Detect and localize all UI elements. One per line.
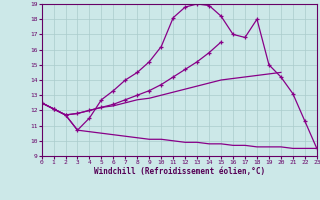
X-axis label: Windchill (Refroidissement éolien,°C): Windchill (Refroidissement éolien,°C) (94, 167, 265, 176)
